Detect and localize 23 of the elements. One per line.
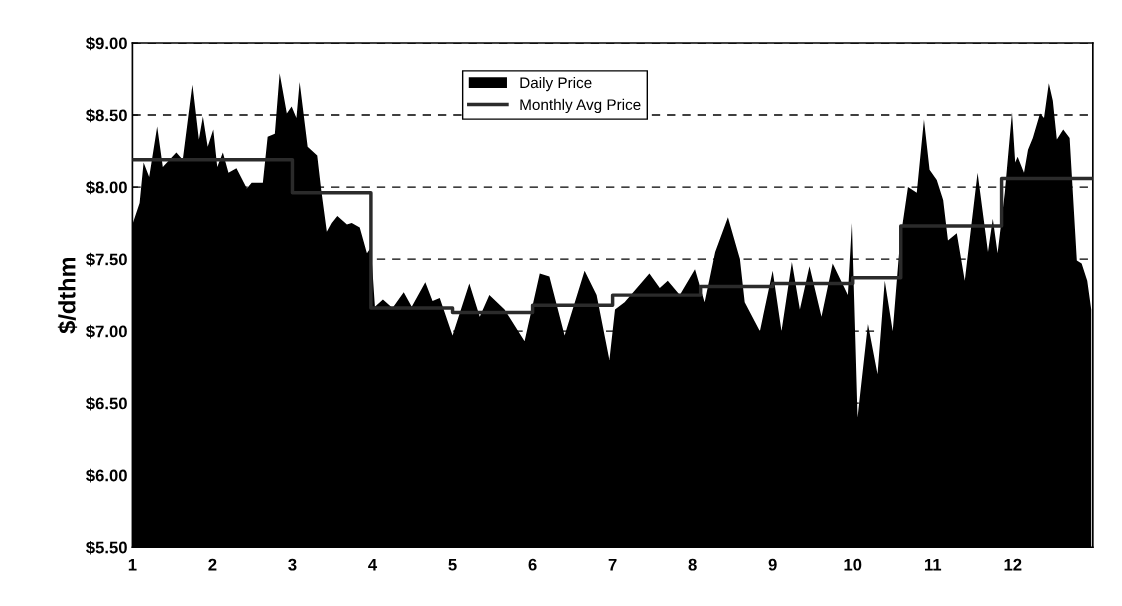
x-tick-label: 11 — [925, 558, 942, 571]
x-tick-label: 12 — [1004, 558, 1022, 571]
y-tick-label: $8.50 — [86, 108, 127, 123]
x-tick-label: 4 — [368, 558, 378, 571]
x-tick-label: 2 — [208, 558, 217, 571]
x-tick-label: 5 — [448, 558, 457, 571]
legend-label: Daily Price — [520, 76, 592, 92]
x-tick-label: 9 — [768, 558, 777, 571]
y-axis-title: $/dthm — [57, 257, 78, 334]
y-tick-label: $9.00 — [86, 36, 127, 51]
x-tick-label: 10 — [844, 558, 862, 571]
y-tick-label: $6.50 — [86, 396, 127, 411]
x-tick-label: 8 — [688, 558, 697, 571]
y-tick-label: $6.00 — [86, 468, 127, 483]
x-tick-label: 7 — [608, 558, 617, 571]
y-tick-label: $7.50 — [86, 252, 127, 267]
legend-label: Monthly Avg Price — [520, 98, 641, 114]
y-tick-label: $8.00 — [86, 180, 127, 195]
y-tick-label: $5.50 — [86, 540, 127, 555]
y-tick-label: $7.00 — [86, 324, 127, 339]
x-tick-label: 6 — [528, 558, 537, 571]
x-tick-label: 3 — [288, 558, 297, 571]
x-tick-label: 1 — [128, 558, 137, 571]
